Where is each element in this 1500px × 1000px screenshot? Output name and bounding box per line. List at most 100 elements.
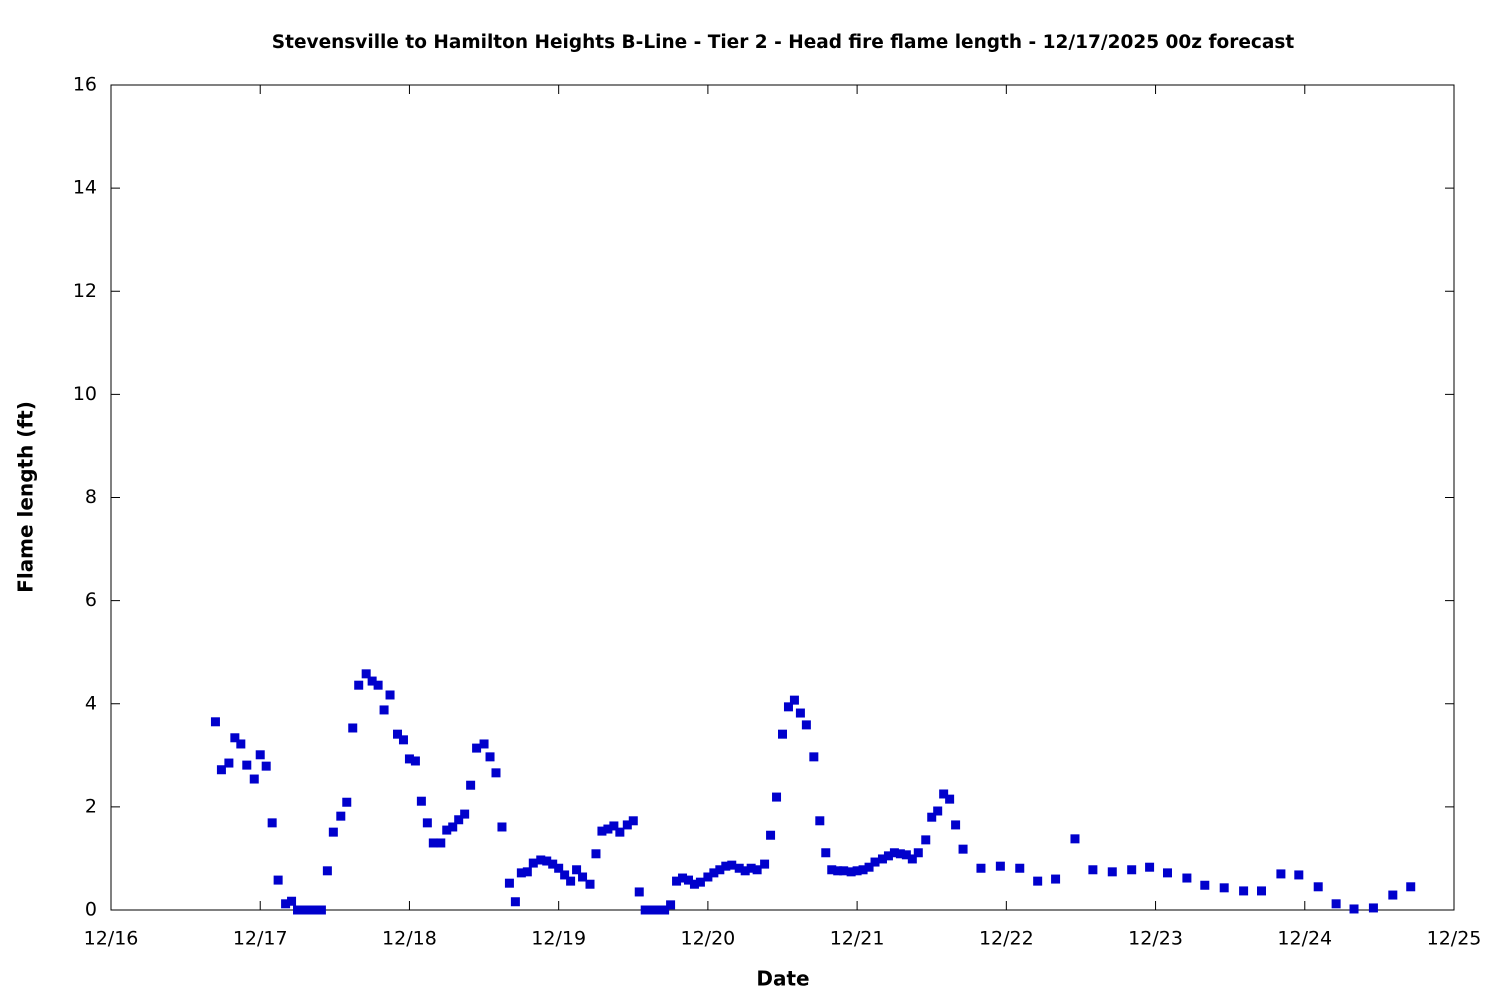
data-point <box>304 905 314 915</box>
y-axis-label: Flame length (ft) <box>14 401 38 593</box>
data-point <box>752 865 762 875</box>
data-point <box>783 702 793 712</box>
data-point <box>410 756 420 766</box>
data-point <box>554 863 564 873</box>
data-point <box>242 760 252 770</box>
data-point <box>609 821 619 831</box>
data-point <box>683 875 693 885</box>
y-tick-label: 2 <box>85 795 97 817</box>
data-point <box>622 820 632 830</box>
data-point <box>833 866 843 876</box>
data-point <box>1349 904 1359 914</box>
data-point <box>815 816 825 826</box>
data-point <box>895 849 905 859</box>
data-point <box>852 866 862 876</box>
data-point <box>416 796 426 806</box>
data-point <box>422 818 432 828</box>
data-point <box>354 680 364 690</box>
data-point <box>504 878 514 888</box>
data-point <box>1070 834 1080 844</box>
data-point <box>660 905 670 915</box>
data-point <box>316 905 326 915</box>
plot-frame <box>110 84 1455 911</box>
data-point <box>373 680 383 690</box>
data-point <box>281 899 291 909</box>
data-point <box>542 856 552 866</box>
data-point <box>249 774 259 784</box>
data-point <box>1331 899 1341 909</box>
data-point <box>1033 876 1043 886</box>
x-tick-label: 12/23 <box>1128 928 1183 950</box>
data-point <box>1294 870 1304 880</box>
data-point <box>428 838 438 848</box>
data-point <box>1257 886 1267 896</box>
data-point <box>572 865 582 875</box>
data-point <box>821 848 831 858</box>
data-point <box>772 792 782 802</box>
chart-title: Stevensville to Hamilton Heights B-Line … <box>272 32 1295 53</box>
data-point <box>566 876 576 886</box>
data-point <box>933 806 943 816</box>
data-point <box>827 865 837 875</box>
data-point <box>216 765 226 775</box>
data-point <box>466 780 476 790</box>
data-point <box>945 794 955 804</box>
data-point <box>385 690 395 700</box>
y-tick-label: 12 <box>73 280 97 302</box>
data-point <box>442 825 452 835</box>
x-tick-label: 12/19 <box>531 928 586 950</box>
data-point <box>939 789 949 799</box>
data-point <box>1182 873 1192 883</box>
data-point <box>479 739 489 749</box>
data-point <box>666 900 676 910</box>
data-point <box>689 879 699 889</box>
data-point <box>585 879 595 889</box>
data-point <box>267 818 277 828</box>
data-point <box>883 851 893 861</box>
data-point <box>536 855 546 865</box>
data-point <box>230 733 240 743</box>
data-point <box>801 720 811 730</box>
data-point <box>348 723 358 733</box>
data-point <box>958 844 968 854</box>
data-point <box>578 872 588 882</box>
data-point <box>646 905 656 915</box>
data-point <box>1088 865 1098 875</box>
data-point <box>485 752 495 762</box>
data-point <box>746 863 756 873</box>
x-tick-label: 12/20 <box>681 928 736 950</box>
data-point <box>261 761 271 771</box>
y-tick-label: 0 <box>85 899 97 921</box>
data-point <box>597 826 607 836</box>
data-point <box>398 735 408 745</box>
data-point <box>628 816 638 826</box>
x-tick-label: 12/16 <box>84 928 139 950</box>
data-point <box>516 868 526 878</box>
data-point <box>310 905 320 915</box>
data-point <box>1107 867 1117 877</box>
y-tick-label: 6 <box>85 589 97 611</box>
data-point <box>809 752 819 762</box>
data-point <box>591 849 601 859</box>
y-tick-label: 16 <box>73 74 97 96</box>
data-point <box>510 897 520 907</box>
data-point <box>454 815 464 825</box>
data-point <box>1239 886 1249 896</box>
data-point <box>548 859 558 869</box>
data-point <box>367 676 377 686</box>
data-point <box>734 863 744 873</box>
data-point <box>615 827 625 837</box>
data-point <box>448 822 458 832</box>
data-point <box>224 758 234 768</box>
data-point <box>721 861 731 871</box>
data-point <box>1313 882 1323 892</box>
data-point <box>336 811 346 821</box>
data-point <box>1051 874 1061 884</box>
data-point <box>393 729 403 739</box>
data-point <box>877 854 887 864</box>
data-point <box>328 827 338 837</box>
data-point <box>342 797 352 807</box>
x-tick-label: 12/17 <box>233 928 288 950</box>
